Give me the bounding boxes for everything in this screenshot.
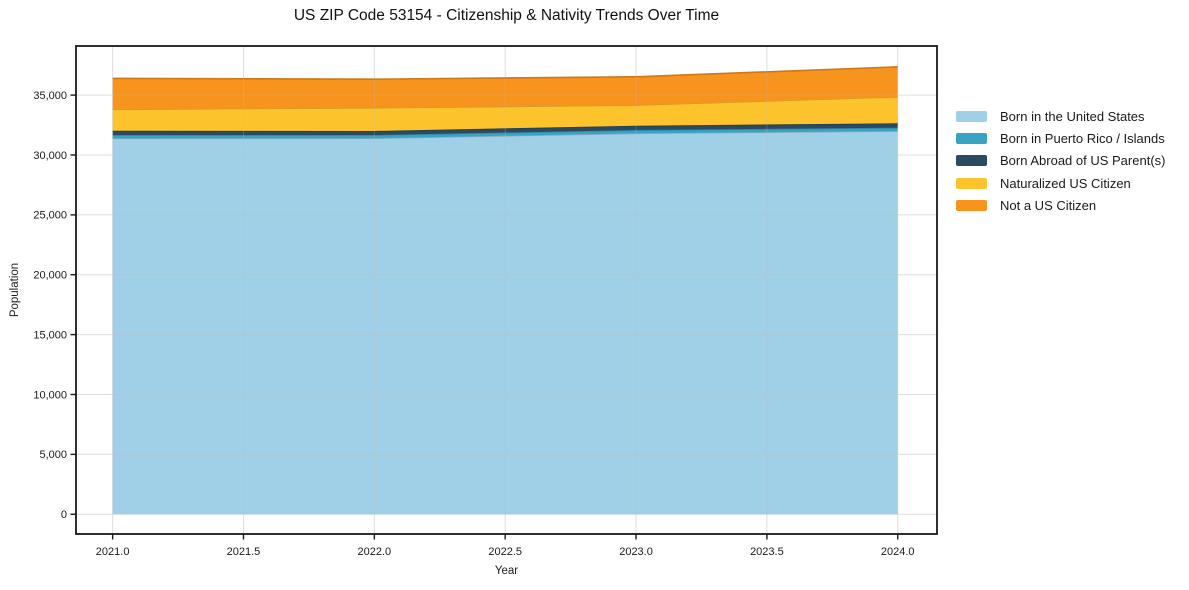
x-tick-label: 2024.0	[881, 546, 915, 558]
legend-label: Born Abroad of US Parent(s)	[1000, 153, 1166, 169]
x-tick-label: 2022.5	[488, 546, 522, 558]
legend-swatch	[956, 132, 987, 144]
y-tick-label: 5,000	[39, 449, 67, 461]
area-series-4	[112, 66, 898, 110]
x-tick-label: 2021.5	[227, 546, 261, 558]
legend-label: Not a US Citizen	[1000, 197, 1097, 213]
legend-item-3: Naturalized US Citizen	[956, 172, 1165, 194]
legend-swatch	[956, 155, 987, 167]
legend-swatch	[956, 110, 987, 122]
y-axis-label: Population	[9, 262, 21, 318]
area-edge-series-4	[112, 66, 898, 80]
x-tick-label: 2023.5	[750, 546, 784, 558]
y-tick-label: 0	[61, 509, 67, 521]
area-series-2	[112, 123, 898, 135]
y-tick-label: 15,000	[33, 329, 67, 341]
y-tick-label: 30,000	[33, 150, 67, 162]
legend: Born in the United States Born in Puerto …	[956, 105, 1165, 216]
legend-swatch	[956, 199, 987, 211]
legend-label: Born in Puerto Rico / Islands	[1000, 130, 1165, 146]
legend-swatch	[956, 177, 987, 189]
y-tick-label: 20,000	[33, 270, 67, 282]
x-tick-label: 2022.0	[358, 546, 392, 558]
legend-label: Born in the United States	[1000, 108, 1145, 124]
x-tick-label: 2021.0	[96, 546, 130, 558]
area-series-3	[112, 96, 898, 131]
y-tick-label: 10,000	[33, 389, 67, 401]
plot-border	[75, 45, 938, 535]
legend-label: Naturalized US Citizen	[1000, 175, 1131, 191]
y-tick-label: 35,000	[33, 90, 67, 102]
legend-item-1: Born in Puerto Rico / Islands	[956, 127, 1165, 149]
legend-item-2: Born Abroad of US Parent(s)	[956, 150, 1165, 172]
x-tick-label: 2023.0	[619, 546, 653, 558]
chart-title: US ZIP Code 53154 - Citizenship & Nativi…	[293, 7, 720, 24]
x-axis-label: Year	[494, 565, 519, 577]
area-series-0	[112, 131, 898, 515]
legend-item-4: Not a US Citizen	[956, 194, 1165, 216]
y-tick-label: 25,000	[33, 210, 67, 222]
legend-item-0: Born in the United States	[956, 105, 1165, 127]
